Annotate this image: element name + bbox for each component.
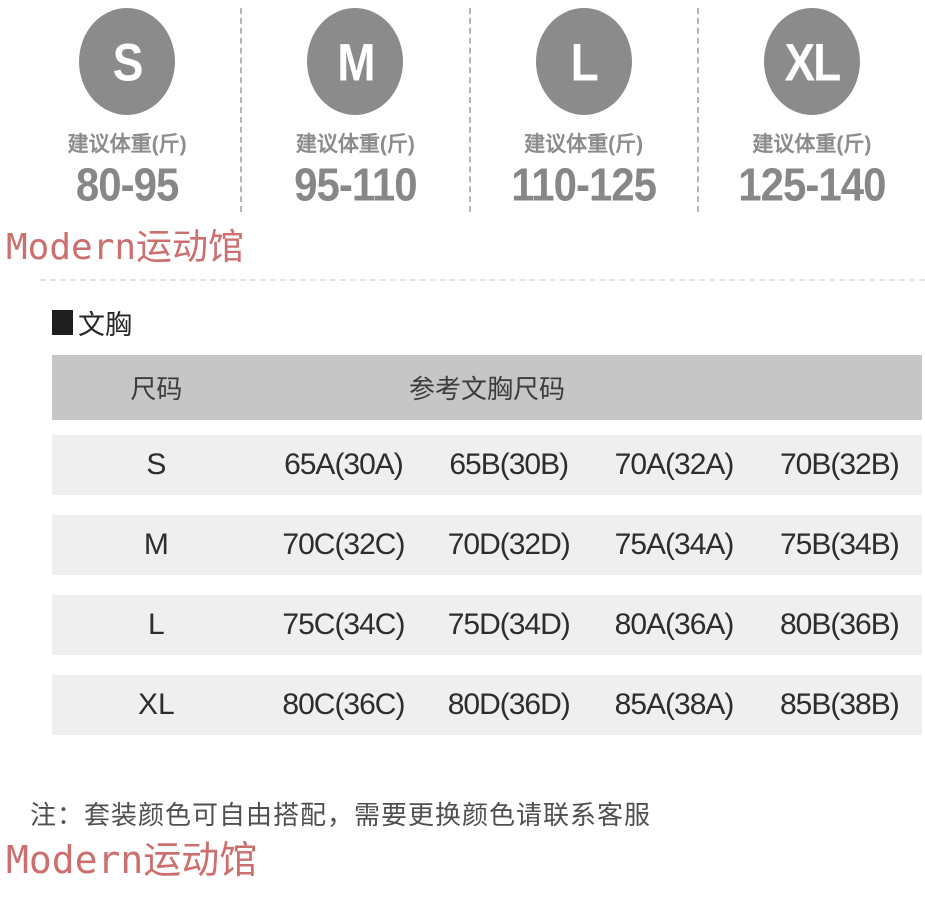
- row-size: XL: [138, 688, 175, 722]
- table-row-l: L 75C(34C) 75D(34D) 80A(36A) 80B(36B): [52, 595, 922, 656]
- size-badge-l: L: [535, 8, 632, 115]
- size-letter: S: [112, 31, 144, 92]
- row-size: M: [143, 528, 169, 562]
- bra-size-cell: 80B(36B): [779, 608, 900, 642]
- brand-watermark-top: Modern运动馆: [6, 227, 245, 268]
- bra-size-cell: 70A(32A): [614, 448, 735, 482]
- bra-size-cell: 70B(32B): [779, 448, 900, 482]
- bra-size-cell: 80C(36C): [282, 688, 405, 722]
- bra-size-table: 尺码 参考文胸尺码 S 65A(30A) 65B(30B) 70A(32A) 7…: [52, 355, 922, 736]
- bra-size-cell: 70C(32C): [282, 528, 405, 562]
- weight-col-xl: XL 建议体重(斤) 125-140: [696, 8, 925, 212]
- section-title-text: 文胸: [78, 309, 132, 340]
- table-row-m: M 70C(32C) 70D(32D) 75A(34A) 75B(34B): [52, 515, 922, 576]
- weight-range: 80-95: [75, 158, 179, 211]
- size-badge-xl: XL: [763, 8, 860, 115]
- row-size: S: [146, 448, 167, 482]
- weight-label: 建议体重(斤): [67, 133, 187, 156]
- weight-range: 110-125: [511, 158, 657, 211]
- bra-size-cell: 75C(34C): [282, 608, 405, 642]
- row-size: L: [148, 608, 165, 642]
- bra-size-cell: 75B(34B): [779, 528, 900, 562]
- weight-guide-section: S 建议体重(斤) 80-95 M 建议体重(斤) 95-110 L 建议体重(…: [0, 0, 925, 212]
- bra-size-cell: 80D(36D): [447, 688, 571, 722]
- table-row-xl: XL 80C(36C) 80D(36D) 85A(38A) 85B(38B): [52, 675, 922, 736]
- weight-range: 95-110: [294, 158, 417, 211]
- section-bullet-square: [52, 309, 73, 335]
- weight-label: 建议体重(斤): [524, 133, 644, 156]
- color-swap-note: 注：套装颜色可自由搭配，需要更换颜色请联系客服: [30, 800, 652, 831]
- size-letter: L: [570, 31, 599, 92]
- table-row-s: S 65A(30A) 65B(30B) 70A(32A) 70B(32B): [52, 435, 922, 496]
- weight-col-m: M 建议体重(斤) 95-110: [240, 8, 468, 212]
- bra-size-cell: 65B(30B): [449, 448, 569, 482]
- bra-size-cell: 75D(34D): [447, 608, 571, 642]
- bra-size-cell: 85A(38A): [614, 688, 735, 722]
- weight-label: 建议体重(斤): [752, 133, 872, 156]
- size-badge-s: S: [79, 8, 176, 115]
- size-letter: XL: [784, 31, 841, 92]
- bra-size-cell: 70D(32D): [447, 528, 571, 562]
- bra-size-cell: 75A(34A): [614, 528, 735, 562]
- bra-size-cell: 80A(36A): [614, 608, 735, 642]
- bra-size-cell: 65A(30A): [284, 448, 404, 482]
- weight-col-s: S 建议体重(斤) 80-95: [14, 8, 240, 212]
- header-size-label: 尺码: [130, 374, 183, 405]
- weight-label: 建议体重(斤): [295, 133, 415, 156]
- weight-col-l: L 建议体重(斤) 110-125: [468, 8, 697, 212]
- weight-range: 125-140: [738, 158, 886, 211]
- size-badge-m: M: [307, 8, 404, 115]
- table-header-row: 尺码 参考文胸尺码: [52, 355, 922, 421]
- bra-size-cell: 85B(38B): [779, 688, 900, 722]
- brand-watermark-bottom: Modern运动馆: [6, 838, 258, 883]
- faint-divider-line: [40, 279, 925, 282]
- section-title-bra: 文胸: [52, 307, 925, 340]
- size-letter: M: [337, 31, 375, 92]
